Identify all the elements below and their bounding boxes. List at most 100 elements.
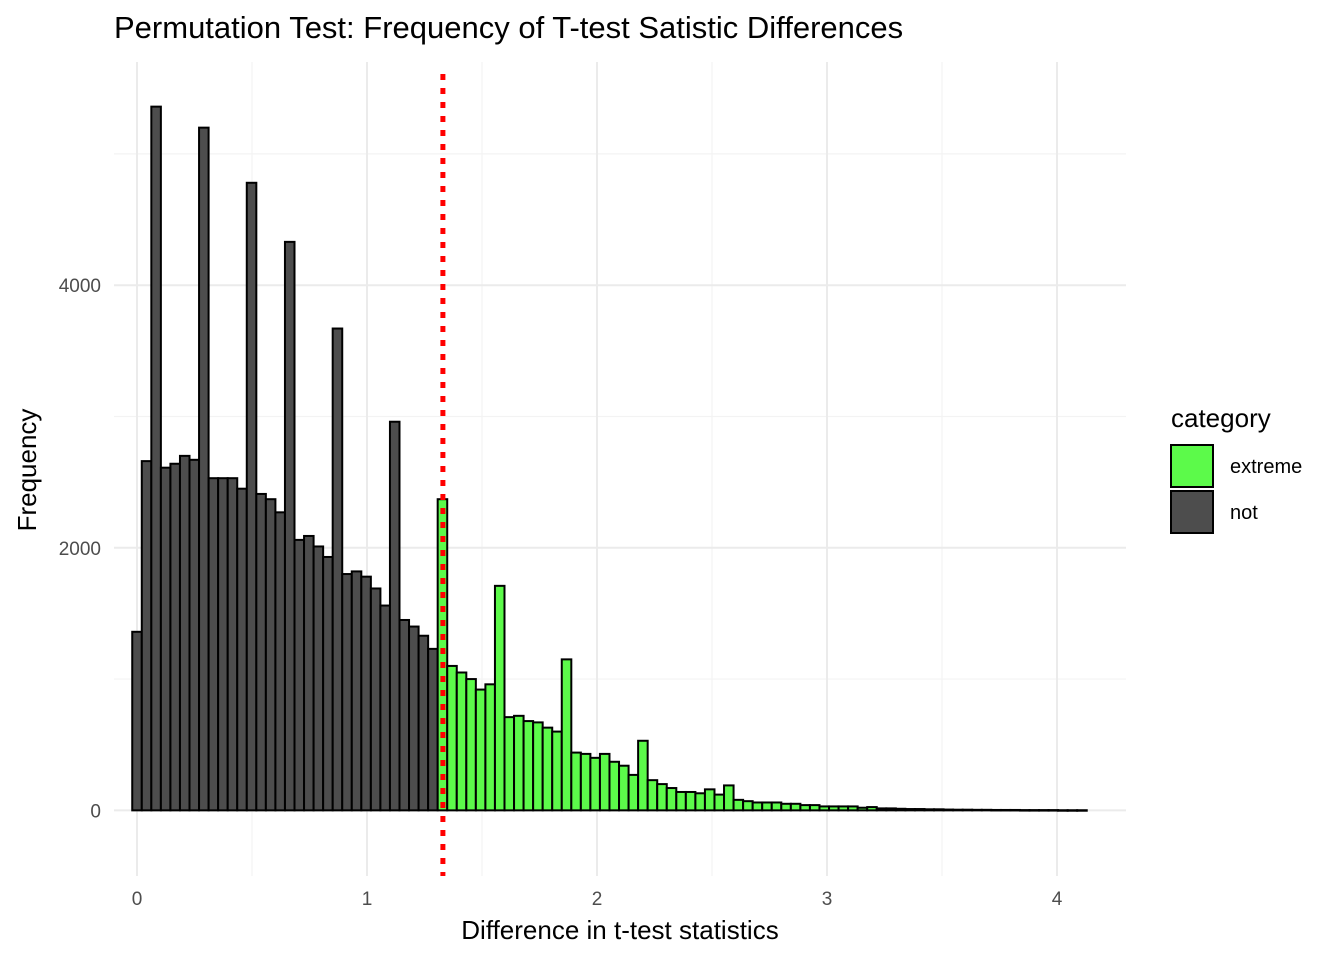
bar-not bbox=[369, 587, 382, 812]
bar-not bbox=[264, 498, 277, 812]
bar-extreme bbox=[751, 801, 764, 812]
bar-extreme bbox=[961, 808, 974, 812]
bar-extreme bbox=[637, 739, 649, 812]
bar-extreme bbox=[589, 756, 601, 812]
bar-extreme bbox=[513, 714, 525, 812]
bar-extreme bbox=[484, 683, 496, 812]
bar-extreme bbox=[1057, 809, 1069, 812]
bar-extreme bbox=[608, 760, 621, 812]
bar-extreme bbox=[579, 752, 592, 812]
bar-extreme bbox=[818, 805, 831, 812]
bar-not bbox=[159, 466, 172, 812]
bar-not bbox=[331, 327, 344, 812]
bar-extreme bbox=[1009, 808, 1021, 812]
bar-extreme bbox=[503, 716, 516, 812]
bar-not bbox=[360, 575, 372, 812]
bar-extreme bbox=[913, 808, 926, 812]
y-tick-label: 2000 bbox=[59, 539, 101, 560]
bar-not bbox=[188, 458, 201, 812]
bar-extreme bbox=[541, 726, 554, 812]
bar-not bbox=[140, 460, 153, 812]
bar-not bbox=[283, 240, 296, 812]
bar-extreme bbox=[1047, 809, 1060, 812]
bar-extreme bbox=[885, 807, 897, 812]
bar-extreme bbox=[952, 808, 964, 812]
bar-not bbox=[398, 618, 411, 812]
bar-extreme bbox=[446, 664, 458, 812]
bar-not bbox=[388, 420, 401, 812]
bar-not bbox=[131, 630, 143, 812]
x-tick-label: 4 bbox=[1052, 889, 1063, 910]
bar-extreme bbox=[493, 584, 506, 812]
legend-label-not: not bbox=[1230, 502, 1258, 524]
bar-extreme bbox=[618, 764, 630, 812]
bar-not bbox=[417, 634, 430, 812]
bar-extreme bbox=[933, 808, 945, 812]
bar-not bbox=[312, 545, 325, 812]
bar-not bbox=[255, 492, 267, 812]
bar-extreme bbox=[789, 802, 802, 812]
bar-extreme bbox=[656, 783, 668, 812]
bar-extreme bbox=[694, 792, 706, 812]
bar-not bbox=[169, 462, 181, 812]
x-tick-label: 2 bbox=[592, 889, 603, 910]
x-tick-label: 1 bbox=[362, 889, 373, 910]
bar-not bbox=[350, 570, 363, 812]
bar-not bbox=[379, 604, 391, 812]
bar-not bbox=[245, 181, 258, 812]
legend: category extreme not bbox=[1170, 403, 1302, 534]
x-tick-label: 3 bbox=[822, 889, 833, 910]
bar-not bbox=[322, 555, 334, 812]
y-tick-label: 4000 bbox=[59, 276, 101, 297]
bar-extreme bbox=[1018, 809, 1031, 812]
bar-not bbox=[303, 534, 315, 812]
bar-extreme bbox=[742, 800, 754, 812]
bar-not bbox=[178, 454, 191, 812]
bar-extreme bbox=[1066, 809, 1079, 812]
bar-extreme bbox=[455, 671, 468, 812]
bar-extreme bbox=[560, 658, 573, 812]
bar-extreme bbox=[856, 806, 869, 812]
bar-extreme bbox=[770, 801, 783, 812]
bar-not bbox=[293, 538, 306, 812]
bar-extreme bbox=[684, 790, 697, 812]
y-tick-label: 0 bbox=[90, 801, 101, 822]
bar-extreme bbox=[780, 802, 792, 812]
bar-not bbox=[207, 477, 220, 812]
bar-not bbox=[226, 477, 239, 812]
bar-extreme bbox=[465, 678, 477, 812]
bar-extreme bbox=[761, 801, 773, 812]
bar-not bbox=[408, 625, 420, 812]
bar-extreme bbox=[732, 798, 745, 812]
bar-not bbox=[274, 511, 286, 812]
bar-extreme bbox=[799, 804, 811, 812]
bar-extreme bbox=[980, 808, 993, 812]
bar-extreme bbox=[598, 752, 611, 812]
bar-extreme bbox=[894, 807, 907, 812]
chart-title: Permutation Test: Frequency of T-test Sa… bbox=[114, 10, 903, 45]
bar-extreme bbox=[1076, 809, 1088, 812]
bar-extreme bbox=[474, 688, 487, 812]
bar-extreme bbox=[847, 805, 859, 812]
x-tick-label: 0 bbox=[132, 889, 143, 910]
bar-extreme bbox=[675, 790, 687, 812]
y-axis-title: Frequency bbox=[12, 409, 42, 532]
bar-extreme bbox=[551, 730, 563, 812]
bar-extreme bbox=[971, 808, 983, 812]
bar-extreme bbox=[703, 788, 716, 812]
bar-extreme bbox=[646, 779, 659, 812]
bar-extreme bbox=[532, 721, 544, 812]
bar-extreme bbox=[522, 720, 535, 812]
bar-extreme bbox=[904, 808, 916, 812]
legend-key-extreme bbox=[1170, 444, 1214, 488]
bar-extreme bbox=[713, 793, 726, 812]
bar-extreme bbox=[875, 807, 888, 812]
bar-extreme bbox=[999, 808, 1012, 812]
bar-not bbox=[198, 126, 210, 812]
x-axis-ticks: 0 1 2 3 4 bbox=[132, 889, 1063, 910]
bar-extreme bbox=[808, 804, 821, 812]
bar-not bbox=[217, 477, 229, 812]
bar-extreme bbox=[723, 784, 735, 812]
legend-title: category bbox=[1171, 403, 1271, 433]
